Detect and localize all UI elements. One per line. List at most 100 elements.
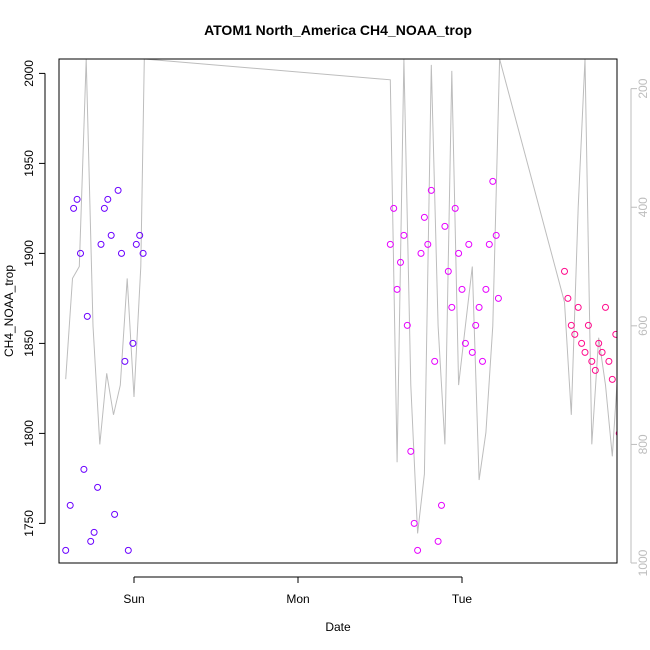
data-point [434, 537, 442, 545]
data-point [574, 303, 582, 311]
x-axis: Sun Mon Tue [123, 576, 473, 606]
series-2 [386, 177, 502, 554]
data-point [479, 357, 486, 365]
data-point [417, 249, 425, 257]
data-point [80, 465, 88, 473]
y2-tick-label: 600 [636, 315, 650, 335]
data-point [431, 357, 439, 365]
data-point [465, 240, 473, 248]
data-point [571, 330, 579, 338]
data-point [598, 348, 606, 356]
y-tick-label: 1800 [22, 420, 36, 447]
data-point [451, 204, 459, 212]
data-point [400, 231, 408, 239]
data-point [578, 339, 586, 347]
x-tick-label: Sun [123, 592, 144, 606]
data-point [615, 430, 617, 437]
data-point [136, 231, 144, 239]
y2-tick-label: 1000 [636, 549, 650, 576]
y2-axis: 200 400 600 800 1000 [630, 78, 650, 576]
data-point [129, 339, 137, 347]
data-point [121, 357, 129, 365]
data-point [107, 231, 115, 239]
data-point [581, 348, 589, 356]
series-1 [62, 186, 147, 554]
y-tick-label: 1850 [22, 330, 36, 357]
data-point [424, 240, 432, 248]
data-point [139, 249, 147, 257]
data-point [94, 483, 102, 491]
data-point [410, 519, 418, 527]
data-point [407, 447, 415, 455]
data-point [414, 546, 422, 554]
data-point [612, 330, 617, 338]
x-tick-label: Mon [286, 592, 309, 606]
data-point [118, 249, 125, 257]
data-point [623, 322, 629, 328]
data-point [475, 303, 483, 311]
data-point [441, 222, 449, 230]
data-point [608, 375, 616, 383]
data-point [403, 321, 411, 329]
x-tick-label: Tue [452, 592, 473, 606]
data-point [386, 240, 394, 248]
data-point [97, 240, 105, 248]
data-point [393, 285, 401, 293]
data-point [455, 249, 463, 257]
data-point [564, 294, 572, 302]
data-point [595, 339, 603, 347]
data-point [90, 528, 98, 536]
data-point [77, 249, 84, 257]
pressure-series-line [65, 59, 617, 534]
data-point [444, 267, 452, 275]
data-point [567, 321, 575, 329]
y-tick-label: 1750 [22, 510, 36, 537]
data-point [468, 348, 476, 356]
data-point [66, 501, 74, 509]
chart-title: ATOM1 North_America CH4_NOAA_trop [204, 22, 472, 38]
y-axis-label: CH4_NOAA_trop [2, 265, 16, 357]
x-axis-label: Date [325, 620, 351, 634]
y-tick-label: 2000 [22, 60, 36, 87]
data-point [420, 213, 428, 221]
data-point [87, 537, 95, 545]
data-point [489, 177, 497, 185]
data-point [472, 321, 480, 329]
series-3 [561, 267, 629, 481]
data-point [100, 204, 108, 212]
data-point [461, 339, 469, 347]
data-point [492, 231, 500, 239]
data-point [114, 186, 122, 194]
y-axis: 1750 1800 1850 1900 1950 2000 [22, 60, 46, 537]
data-point [124, 546, 132, 554]
data-point [584, 321, 592, 329]
data-point [73, 195, 81, 203]
data-point [494, 294, 502, 302]
data-point [70, 204, 78, 212]
y2-tick-label: 400 [636, 197, 650, 217]
data-point [390, 204, 398, 212]
data-point [588, 357, 596, 365]
data-point [482, 285, 490, 293]
y-tick-label: 1950 [22, 150, 36, 177]
data-point [104, 195, 112, 203]
data-point [427, 186, 435, 194]
data-point [448, 303, 456, 311]
data-point [111, 510, 119, 518]
data-point [438, 501, 445, 509]
data-point [602, 303, 609, 311]
plot-area [62, 59, 629, 554]
data-point [561, 267, 568, 275]
y-tick-label: 1900 [22, 240, 36, 267]
data-point [62, 546, 70, 554]
y2-tick-label: 200 [636, 78, 650, 98]
data-point [458, 285, 466, 293]
data-point [620, 475, 626, 481]
data-point [591, 366, 599, 374]
data-point [485, 240, 493, 248]
y2-tick-label: 800 [636, 434, 650, 454]
data-point [605, 357, 613, 365]
data-point [397, 258, 404, 266]
plot-frame [58, 58, 618, 564]
